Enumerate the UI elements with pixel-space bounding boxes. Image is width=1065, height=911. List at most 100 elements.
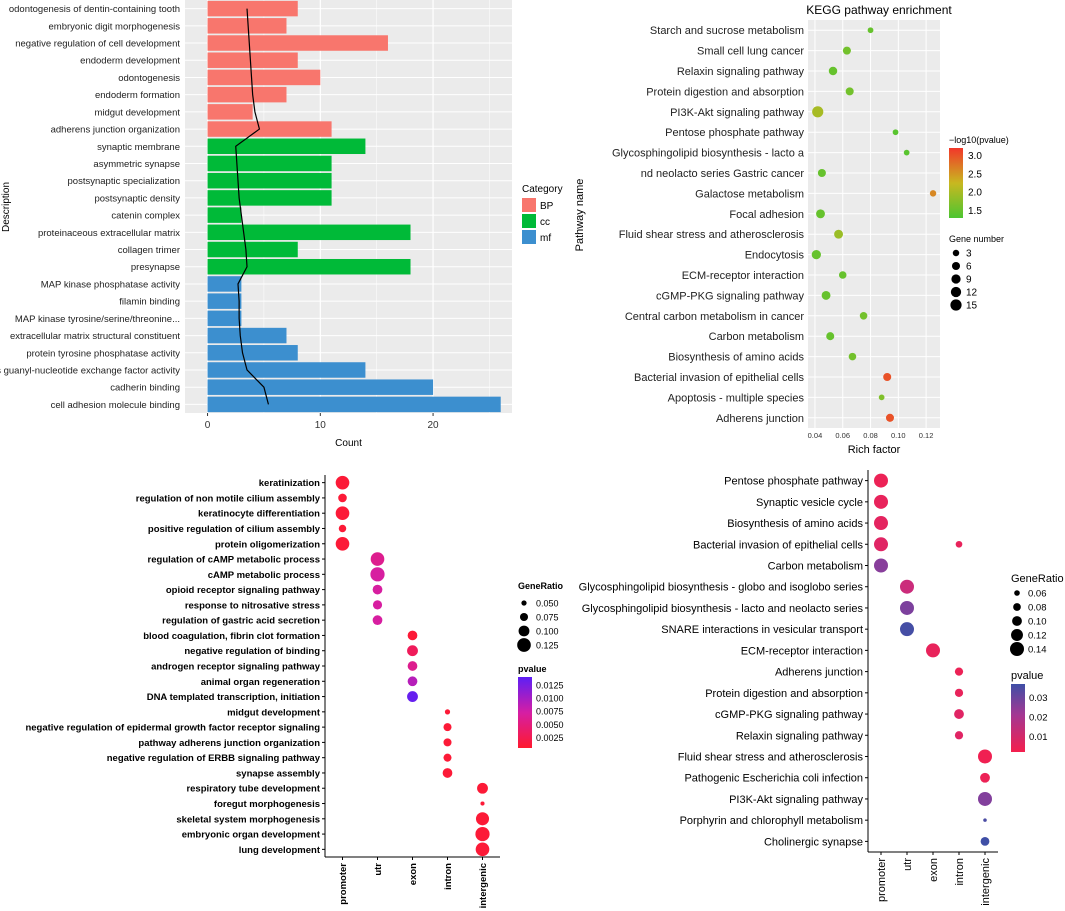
dot <box>475 842 490 857</box>
color-legend-label: 0.0050 <box>536 720 564 730</box>
y-tick-label: negative regulation of ERBB signaling pa… <box>107 753 321 764</box>
dot <box>370 567 385 582</box>
legend-swatch <box>522 214 536 228</box>
y-tick-label: synapse assembly <box>236 768 321 779</box>
color-legend-label: 0.0025 <box>536 733 564 743</box>
y-tick-label: Carbon metabolism <box>709 331 804 343</box>
dot <box>442 768 453 778</box>
y-tick-label: Protein digestion and absorption <box>705 688 863 700</box>
size-legend-dot <box>1013 603 1021 611</box>
y-tick-label: synaptic membrane <box>97 142 180 153</box>
color-legend-title: pvalue <box>518 664 547 674</box>
y-tick-label: PI3K-Akt signaling pathway <box>670 107 804 119</box>
dot <box>900 600 914 615</box>
y-tick-label: odontogenesis of dentin-containing tooth <box>9 4 180 15</box>
y-tick-label: Focal adhesion <box>729 209 804 221</box>
bubble <box>816 209 825 219</box>
x-axis-title: Rich factor <box>848 444 901 456</box>
y-tick-label: Galactose metabolism <box>695 188 804 200</box>
bar <box>207 258 411 275</box>
size-legend-title: GeneRatio <box>518 581 564 591</box>
color-bar <box>949 148 963 218</box>
dot <box>874 558 888 573</box>
y-tick-label: Starch and sucrose metabolism <box>650 25 804 37</box>
color-legend-label: 2.0 <box>968 188 982 199</box>
dot <box>335 536 350 551</box>
y-tick-label: postsynaptic specialization <box>68 176 180 187</box>
x-tick-label: utr <box>373 863 384 876</box>
dot <box>980 772 990 783</box>
bar <box>207 207 242 223</box>
y-tick-label: Fluid shear stress and atherosclerosis <box>678 752 864 764</box>
color-bar <box>518 677 532 748</box>
y-tick-label: pathway adherens junction organization <box>138 738 320 749</box>
bar <box>207 276 242 292</box>
size-legend-label: 0.14 <box>1028 645 1047 656</box>
x-tick-label: 10 <box>315 420 327 431</box>
y-tick-label: presynapse <box>131 262 180 273</box>
y-tick-label: Cholinergic synapse <box>764 836 863 848</box>
dot <box>407 645 418 657</box>
size-legend-dot <box>519 612 529 622</box>
legend-title: Category <box>522 184 563 195</box>
y-tick-label: negative regulation of epidermal growth … <box>25 723 320 734</box>
dot <box>954 709 964 719</box>
bubble <box>885 413 894 422</box>
y-tick-label: lung development <box>239 845 321 856</box>
y-tick-label: proteinaceous extracellular matrix <box>38 228 180 239</box>
dot <box>978 749 992 764</box>
bubble <box>848 352 857 361</box>
size-legend-dot <box>1010 642 1024 656</box>
dot <box>926 643 940 658</box>
y-axis-title: Description <box>1 182 12 232</box>
y-tick-label: midgut development <box>227 707 321 718</box>
y-tick-label: Pentose phosphate pathway <box>665 127 804 139</box>
bar <box>207 52 298 68</box>
color-legend-label: 0.03 <box>1029 693 1048 704</box>
trend-line <box>235 8 270 405</box>
x-tick-label: 20 <box>428 420 440 431</box>
y-tick-label: adherens junction organization <box>51 125 180 136</box>
legend-label: BP <box>540 201 554 212</box>
size-legend-dot <box>950 299 962 311</box>
dot <box>874 537 888 552</box>
size-legend-label: 3 <box>966 249 972 260</box>
y-tick-label: Porphyrin and chlorophyll metabolism <box>680 815 863 827</box>
dot <box>372 600 383 610</box>
dot <box>477 782 488 794</box>
x-tick-label: intron <box>443 863 454 890</box>
y-tick-label: Ras guanyl-nucleotide exchange factor ac… <box>0 365 180 376</box>
dot <box>980 837 990 846</box>
x-tick-label: utr <box>902 858 914 871</box>
bar <box>207 155 332 172</box>
bubble <box>817 168 826 178</box>
y-tick-label: protein tyrosine phosphatase activity <box>26 348 180 359</box>
dot <box>955 540 963 548</box>
y-tick-label: Biosynthesis of amino acids <box>727 518 863 530</box>
bar <box>207 190 332 206</box>
y-tick-label: opioid receptor signaling pathway <box>166 585 321 596</box>
go-bar-chart-panel: odontogenesis of dentin-containing tooth… <box>0 0 563 449</box>
y-tick-label: Relaxin signaling pathway <box>736 730 864 742</box>
size-legend-label: 15 <box>966 301 978 312</box>
size-legend-dot <box>950 286 962 298</box>
bubble <box>842 46 851 55</box>
y-tick-label: ECM-receptor interaction <box>682 270 804 282</box>
color-legend-label: 0.01 <box>1029 732 1048 743</box>
size-legend-dot <box>952 249 960 257</box>
size-legend-label: 0.125 <box>536 641 559 651</box>
y-tick-label: Fluid shear stress and atherosclerosis <box>619 229 805 241</box>
y-tick-label: asymmetric synapse <box>93 159 180 170</box>
y-tick-label: skeletal system morphogenesis <box>176 814 320 825</box>
y-tick-label: Glycosphingolipid biosynthesis - globo a… <box>579 582 864 594</box>
x-tick-label: 0.04 <box>808 431 823 440</box>
bar <box>207 362 366 378</box>
y-tick-label: cadherin binding <box>110 383 180 394</box>
dot <box>874 516 888 531</box>
y-tick-label: Pentose phosphate pathway <box>724 476 863 488</box>
dot <box>983 818 987 822</box>
size-legend-label: 9 <box>966 275 972 286</box>
dot <box>338 524 347 533</box>
